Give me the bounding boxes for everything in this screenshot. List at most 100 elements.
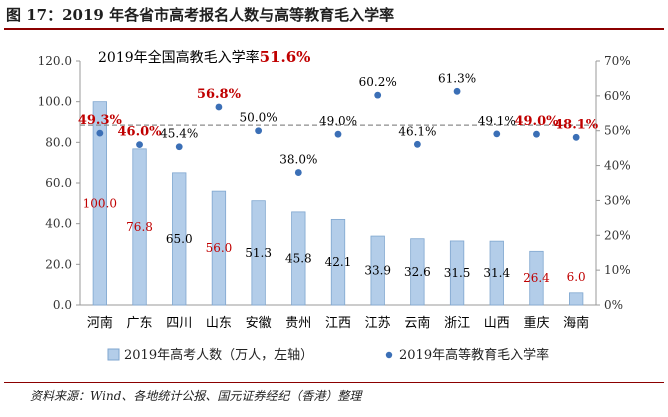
left-tick-label: 100.0 — [38, 95, 72, 109]
dot-value-label: 61.3% — [438, 71, 476, 85]
left-tick-label: 80.0 — [45, 135, 72, 149]
source-note: 资料来源：Wind、各地统计公报、国元证券经纪（香港）整理 — [30, 389, 362, 403]
legend-dot-label: 2019年高等教育毛入学率 — [399, 347, 549, 363]
bar — [569, 292, 584, 306]
dot-value-label: 49.3% — [78, 113, 123, 128]
category-label: 山东 — [206, 316, 232, 331]
dot — [96, 129, 104, 137]
bar-value-label: 33.9 — [364, 264, 391, 278]
bar-value-label: 42.1 — [325, 255, 352, 269]
right-tick-label: 0% — [604, 298, 623, 312]
category-label: 山西 — [484, 316, 510, 331]
category-label: 四川 — [166, 316, 192, 331]
right-axis: 0% 10% 20% 30% 40% 50% 60% 70% — [595, 54, 631, 312]
bar-value-label: 26.4 — [523, 271, 550, 285]
category-label: 浙江 — [444, 316, 470, 331]
category-label: 云南 — [404, 315, 430, 331]
right-tick-label: 10% — [604, 263, 631, 277]
bar-value-label: 51.3 — [245, 246, 272, 260]
category-label: 安徽 — [246, 316, 272, 331]
legend: 2019年高考人数（万人，左轴） 2019年高等教育毛入学率 — [107, 347, 549, 363]
dot — [294, 169, 302, 176]
legend-dot-swatch — [385, 351, 393, 359]
category-label: 重庆 — [523, 315, 549, 331]
dot-value-label: 48.1% — [554, 117, 599, 132]
bar-series — [92, 101, 584, 306]
dot-value-label: 45.4% — [160, 127, 198, 141]
dot-value-label: 50.0% — [240, 111, 278, 125]
category-label: 贵州 — [285, 316, 311, 331]
category-label: 江西 — [325, 316, 351, 331]
bar-value-label: 45.8 — [285, 251, 312, 265]
left-tick-label: 60.0 — [45, 176, 72, 190]
left-axis: 0.0 20.0 40.0 60.0 80.0 100.0 120.0 — [38, 54, 596, 312]
bar — [172, 172, 187, 306]
bar-value-label: 100.0 — [83, 196, 117, 210]
right-tick-label: 70% — [604, 54, 631, 68]
left-tick-label: 40.0 — [45, 217, 72, 231]
bar-value-label: 76.8 — [126, 220, 153, 234]
bar — [211, 190, 227, 306]
dot — [493, 130, 501, 138]
dot-value-label: 49.0% — [319, 114, 357, 128]
bar-value-label: 32.6 — [404, 265, 431, 279]
dot-value-label: 46.1% — [398, 124, 436, 138]
bar — [370, 235, 385, 306]
category-label: 广东 — [127, 316, 153, 331]
category-label: 江苏 — [365, 315, 391, 331]
dot-value-label: 46.0% — [118, 125, 163, 140]
dot — [572, 133, 580, 141]
bar-value-label: 6.0 — [567, 270, 586, 284]
figure-title: 图 17：2019 年各省市高考报名人数与高等教育毛入学率 — [6, 6, 395, 24]
dot-value-label: 60.2% — [359, 75, 397, 89]
dot — [374, 91, 382, 99]
bar — [92, 101, 107, 306]
category-labels: 河南 广东 四川 山东 安徽 贵州 江西 江苏 云南 浙江 山西 重庆 海南 — [87, 315, 589, 331]
bar-value-label: 31.4 — [483, 266, 510, 280]
left-tick-label: 120.0 — [38, 54, 72, 68]
category-label: 河南 — [87, 315, 113, 331]
dot-value-label: 49.0% — [514, 114, 559, 129]
dot-value-label: 49.1% — [478, 114, 516, 128]
dot-series — [96, 87, 580, 176]
dot — [453, 87, 461, 95]
left-tick-label: 0.0 — [53, 298, 72, 312]
dot — [334, 130, 342, 138]
legend-bar-swatch — [107, 348, 120, 361]
right-tick-label: 40% — [604, 159, 631, 173]
dot — [136, 141, 143, 149]
dot — [413, 140, 421, 148]
bar-value-label: 56.0 — [206, 241, 233, 255]
title-rule — [4, 28, 664, 30]
bar — [410, 238, 425, 306]
bar-value-label: 65.0 — [166, 232, 193, 246]
dot — [255, 127, 263, 135]
annotation-value: 51.6% — [260, 48, 311, 66]
dot-value-label: 56.8% — [197, 87, 242, 102]
dot-value-label: 38.0% — [279, 153, 317, 167]
bar — [132, 148, 147, 306]
dot — [533, 130, 540, 138]
dot — [215, 103, 223, 111]
right-tick-label: 50% — [604, 124, 631, 138]
left-tick-label: 20.0 — [45, 257, 72, 271]
bar — [330, 218, 346, 306]
bottom-rule — [4, 382, 664, 383]
bar — [529, 250, 544, 306]
bar — [449, 240, 465, 306]
right-tick-label: 60% — [604, 89, 631, 103]
bar — [489, 240, 504, 306]
legend-bar-label: 2019年高考人数（万人，左轴） — [124, 347, 313, 363]
bar-value-labels: 100.0 76.8 65.0 56.0 51.3 45.8 42.1 33.9 32.6 31.… — [83, 196, 586, 285]
annotation-text: 2019年全国高教毛入学率 — [98, 49, 260, 66]
category-label: 海南 — [563, 315, 589, 331]
chart: 0.0 20.0 40.0 60.0 80.0 100.0 120.0 0% 10% 20% 30… — [38, 48, 631, 363]
dot — [175, 143, 183, 151]
bar-value-label: 31.5 — [444, 266, 471, 280]
bar — [251, 200, 266, 306]
dot-value-labels: 49.3%46.0%45.4% 56.8% 50.0% 38.0% 49.0% 60.2%… — [78, 71, 599, 166]
national-rate-annotation: 2019年全国高教毛入学率51.6% — [98, 48, 310, 66]
right-tick-label: 30% — [604, 193, 631, 207]
bar — [291, 211, 306, 306]
right-tick-label: 20% — [604, 228, 631, 242]
